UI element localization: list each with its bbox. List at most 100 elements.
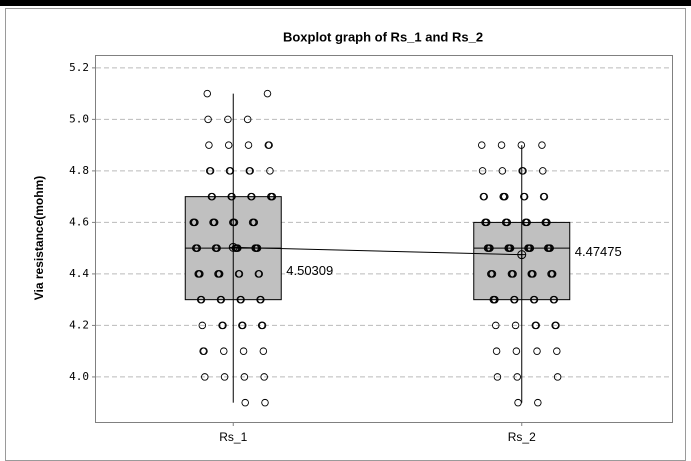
data-point [526, 244, 535, 252]
data-point [488, 270, 497, 278]
y-tick-label: 5.0 [69, 112, 89, 125]
data-point [534, 398, 542, 407]
data-point [200, 347, 208, 355]
data-point [206, 167, 215, 175]
top-bar [0, 0, 691, 6]
data-point [220, 347, 228, 355]
data-point [228, 192, 236, 201]
data-point [513, 373, 521, 381]
data-point [493, 373, 502, 381]
data-point [266, 167, 274, 175]
y-tick-label: 4.2 [69, 318, 89, 331]
data-point [533, 347, 541, 355]
data-point [250, 218, 259, 227]
data-point [203, 89, 212, 98]
data-point [492, 347, 501, 355]
data-point [548, 270, 557, 278]
data-point [543, 218, 551, 227]
data-point [523, 218, 531, 227]
data-point [226, 167, 235, 175]
data-point [208, 192, 216, 201]
y-tick-label: 4.8 [69, 164, 89, 177]
data-point [478, 167, 487, 175]
data-point [191, 218, 199, 227]
data-point [243, 115, 252, 124]
data-point [258, 321, 267, 330]
data-point [196, 270, 204, 278]
data-point [220, 373, 229, 381]
data-point [237, 295, 245, 304]
data-point [512, 347, 521, 355]
data-point [246, 167, 254, 175]
x-tick-label: Rs_1 [219, 430, 247, 444]
data-point [519, 167, 527, 175]
data-point [255, 270, 263, 278]
data-point [497, 141, 506, 149]
mean-label: 4.47475 [575, 244, 622, 259]
data-point [234, 244, 242, 252]
data-point [501, 192, 509, 201]
data-point [486, 244, 494, 252]
data-point [546, 244, 554, 252]
data-point [219, 321, 227, 330]
mean-cross [229, 243, 238, 252]
data-point [239, 347, 248, 355]
data-point [261, 398, 269, 407]
data-point [540, 192, 549, 201]
data-point [511, 321, 520, 330]
mean-label: 4.50309 [286, 263, 333, 278]
plot-area [95, 55, 673, 423]
data-point [532, 321, 540, 330]
chart-title: Boxplot graph of Rs_1 and Rs_2 [283, 29, 483, 44]
data-point [539, 167, 547, 175]
data-point [268, 192, 277, 201]
data-point [263, 89, 272, 98]
data-point [517, 141, 526, 149]
data-point [498, 167, 507, 175]
data-point [530, 295, 539, 304]
data-point [520, 192, 529, 201]
data-point [204, 115, 212, 124]
data-point [506, 244, 515, 252]
data-point [257, 295, 265, 304]
data-point [241, 398, 249, 407]
data-point [552, 321, 560, 330]
data-point [230, 218, 239, 227]
data-point [538, 141, 546, 149]
data-point [217, 295, 226, 304]
data-point [238, 321, 247, 330]
data-point [205, 141, 213, 149]
data-point [492, 321, 500, 330]
data-point [510, 295, 519, 304]
y-tick-label: 4.4 [69, 267, 89, 280]
y-tick-label: 4.6 [69, 215, 89, 228]
data-point [224, 115, 232, 124]
y-tick-label: 4.0 [69, 370, 89, 383]
data-point [482, 218, 491, 227]
data-point [260, 373, 268, 381]
data-point [553, 373, 562, 381]
data-point [480, 192, 488, 201]
data-point [210, 218, 219, 227]
data-point [193, 244, 202, 252]
data-point [503, 218, 512, 227]
data-point [529, 270, 537, 278]
y-tick-label: 5.2 [69, 61, 89, 74]
y-axis-label: Via resistance(mohm) [32, 176, 46, 301]
data-point [240, 373, 249, 381]
data-point [248, 192, 256, 201]
data-point [509, 270, 517, 278]
data-point [553, 347, 561, 355]
data-point [265, 141, 273, 149]
data-point [201, 373, 209, 381]
mean-connect-line [233, 246, 522, 256]
data-point [213, 244, 221, 252]
data-point [198, 321, 207, 330]
x-tick-label: Rs_2 [508, 430, 536, 444]
data-point [235, 270, 244, 278]
mean-cross [517, 250, 526, 259]
data-point [478, 141, 486, 149]
data-point [491, 295, 499, 304]
